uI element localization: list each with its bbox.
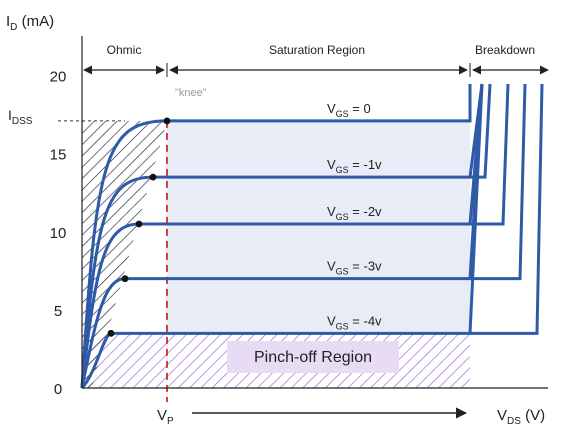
region-arrows: [81, 63, 549, 77]
breakdown-tail: [470, 83, 544, 335]
knee-dots: [107, 117, 171, 337]
series-label: VGS = -4v: [327, 313, 382, 331]
y-tick-label: 0: [54, 381, 62, 398]
ohmic-region-hatch: [82, 120, 167, 389]
pinch-off-label-box: [227, 341, 399, 373]
breakdown-tail: [470, 83, 492, 179]
x-axis-label: VDS (V): [497, 407, 545, 427]
y-tick-label: 5: [54, 303, 62, 320]
knee-label: "knee": [175, 87, 207, 99]
y-axis-label: ID (mA): [6, 13, 54, 33]
breakdown-tail: [470, 83, 527, 281]
breakdown-tail: [470, 83, 510, 226]
series-label: VGS = -2v: [327, 204, 382, 222]
series-label: VGS = -1v: [327, 157, 382, 175]
y-tick-labels: 0 5 10 15 20: [50, 69, 67, 398]
idss-label: IDSS: [8, 107, 33, 127]
y-tick-label: 10: [50, 225, 67, 242]
knee-dot: [135, 220, 143, 228]
saturation-label: Saturation Region: [269, 43, 365, 57]
vp-label: VP: [157, 407, 174, 427]
breakdown-label: Breakdown: [475, 43, 535, 57]
ohmic-label: Ohmic: [107, 43, 142, 57]
breakdown-tails: [470, 83, 544, 335]
knee-dot: [163, 117, 171, 125]
series-curve: [80, 84, 472, 389]
pinch-off-label: Pinch-off Region: [254, 349, 372, 366]
saturation-region-fill: [167, 120, 470, 334]
y-tick-label: 20: [50, 69, 67, 86]
series-labels: VGS = 0 VGS = -1v VGS = -2v VGS = -3v VGS = …: [327, 101, 382, 331]
series-label: VGS = -3v: [327, 259, 382, 277]
knee-dot: [121, 275, 129, 283]
y-tick-label: 15: [50, 147, 67, 164]
series-label: VGS = 0: [327, 101, 371, 119]
series-curve: [80, 83, 484, 389]
knee-dot: [149, 173, 157, 181]
knee-dot: [107, 329, 115, 337]
